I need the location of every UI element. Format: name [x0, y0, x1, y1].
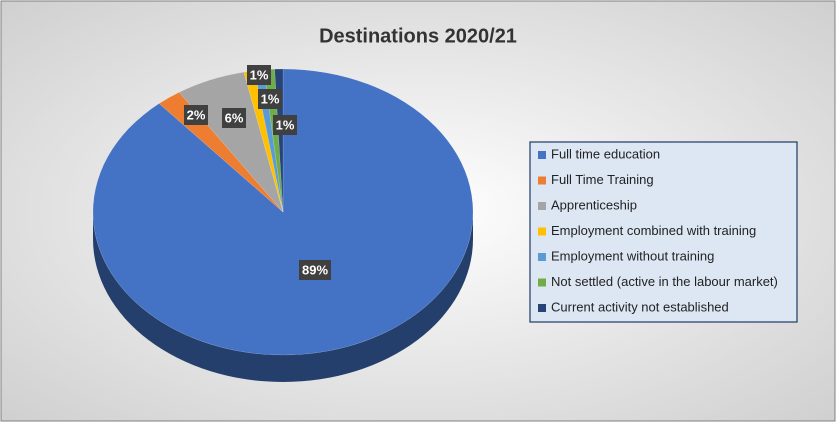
legend-swatch: [538, 227, 546, 236]
value-label: 1%: [250, 67, 269, 82]
value-label-box: [299, 260, 331, 280]
legend-label: Employment without training: [551, 248, 714, 263]
legend-swatch: [538, 202, 546, 210]
value-label-box: [247, 65, 271, 85]
value-label: 1%: [276, 117, 295, 132]
legend-label: Current activity not established: [551, 299, 729, 314]
slice: [92, 68, 474, 356]
slice-side: [93, 212, 473, 382]
value-label-box: [273, 115, 297, 135]
legend-label: Full Time Training: [551, 172, 654, 187]
value-label: 6%: [225, 110, 244, 125]
legend-label: Full time education: [551, 146, 660, 161]
legend-swatch: [538, 278, 546, 287]
value-label-box: [258, 89, 282, 109]
legend-swatch: [538, 151, 546, 159]
value-label-box: [222, 108, 246, 128]
legend-swatch: [538, 304, 546, 312]
value-label-box: [184, 105, 208, 125]
legend-label: Apprenticeship: [551, 197, 637, 212]
legend-swatch: [538, 176, 546, 185]
chart-title: Destinations 2020/21: [319, 25, 517, 47]
value-label: 1%: [261, 91, 280, 106]
legend-label: Not settled (active in the labour market…: [551, 274, 778, 289]
legend: [529, 141, 798, 323]
legend-swatch: [538, 253, 546, 261]
legend-label: Employment combined with training: [551, 223, 756, 238]
value-label: 89%: [302, 262, 328, 277]
value-label: 2%: [187, 107, 206, 122]
